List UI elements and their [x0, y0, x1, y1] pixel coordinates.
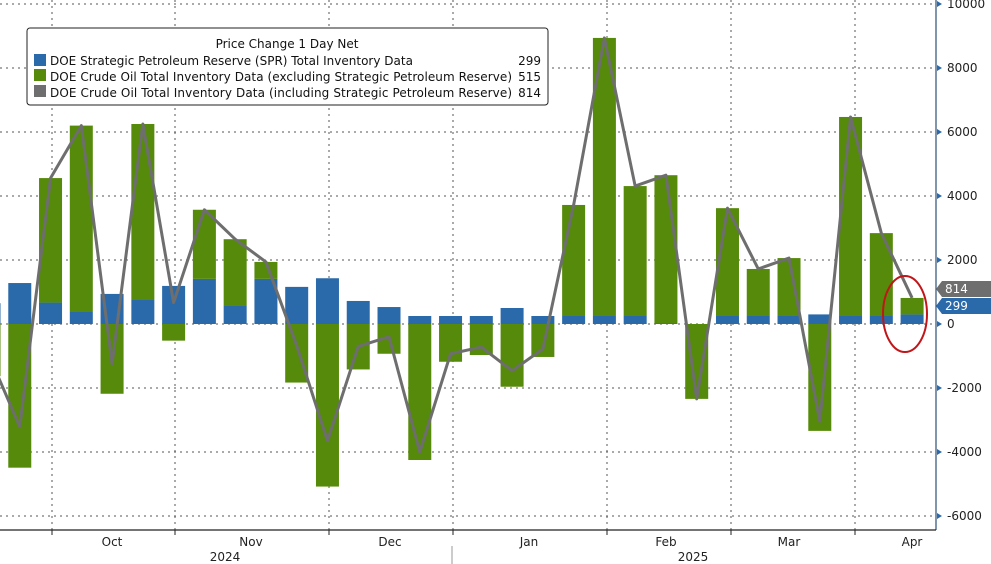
x-month-label: Oct: [102, 535, 123, 549]
bar-spr: [900, 314, 924, 324]
bar-crude-ex-spr: [8, 324, 32, 468]
x-month-label: Apr: [902, 535, 923, 549]
x-month-label: Mar: [778, 535, 801, 549]
y-tick-label: 8000: [947, 61, 978, 75]
bar-crude-ex-spr: [192, 209, 216, 279]
bar-spr: [777, 316, 801, 324]
x-month-label: Jan: [519, 535, 539, 549]
bar-crude-ex-spr: [562, 204, 586, 316]
legend-swatch-spr: [34, 54, 46, 66]
bar-crude-ex-spr: [223, 239, 247, 306]
callout-total-value: 814: [945, 282, 968, 296]
bar-spr: [162, 285, 186, 324]
bar-crude-ex-spr: [408, 324, 432, 460]
bar-crude-ex-spr: [900, 297, 924, 315]
legend-title: Price Change 1 Day Net: [216, 37, 359, 51]
bar-crude-ex-spr: [500, 324, 524, 387]
legend: Price Change 1 Day Net DOE Strategic Pet…: [26, 27, 549, 106]
bar-crude-ex-spr: [315, 324, 339, 487]
y-tick-label: 0: [947, 317, 955, 331]
bar-crude-ex-spr: [531, 324, 555, 357]
y-tick-label: 4000: [947, 189, 978, 203]
bar-spr: [69, 312, 93, 324]
y-tick-marker: [937, 65, 942, 71]
x-month-label: Feb: [655, 535, 676, 549]
y-tick-marker: [937, 449, 942, 455]
callout-total: 814: [936, 281, 991, 297]
bar-spr: [562, 316, 586, 324]
y-axis-ticks: 10000 8000 6000 4000 2000 0 -2000 -4000 -6000: [937, 0, 985, 523]
bar-crude-ex-spr: [162, 324, 186, 341]
bar-spr: [839, 316, 863, 324]
bar-spr: [715, 316, 739, 324]
bar-spr: [469, 316, 493, 324]
x-year-label: 2025: [678, 550, 709, 564]
bar-crude-ex-spr: [469, 324, 493, 356]
y-tick-label: 2000: [947, 253, 978, 267]
bar-spr: [223, 305, 247, 324]
bar-spr: [746, 316, 770, 324]
y-tick-marker: [937, 129, 942, 135]
bar-spr: [869, 316, 893, 324]
bar-spr: [408, 316, 432, 324]
x-axis-ticks: Oct Nov Dec Jan Feb Mar Apr 2024 2025: [51, 530, 923, 564]
bar-spr: [654, 323, 678, 324]
y-tick-marker: [937, 1, 942, 7]
bar-spr: [377, 307, 401, 324]
callout-spr: 299: [936, 298, 991, 314]
y-tick-marker: [937, 513, 942, 519]
bar-crude-ex-spr: [746, 268, 770, 316]
bar-crude-ex-spr: [0, 324, 1, 377]
bar-spr: [439, 316, 463, 324]
legend-value-crude-ex: 515: [518, 70, 541, 84]
bar-crude-ex-spr: [39, 178, 63, 303]
legend-value-spr: 299: [518, 54, 541, 68]
y-tick-label: 6000: [947, 125, 978, 139]
bar-spr: [0, 303, 1, 324]
legend-label-crude-incl: DOE Crude Oil Total Inventory Data (incl…: [50, 86, 512, 100]
legend-label-crude-ex: DOE Crude Oil Total Inventory Data (excl…: [50, 70, 512, 84]
legend-swatch-crude-incl: [34, 85, 46, 97]
callout-spr-value: 299: [945, 299, 968, 313]
x-year-label: 2024: [210, 550, 241, 564]
bar-crude-ex-spr: [654, 175, 678, 324]
bar-crude-ex-spr: [869, 233, 893, 316]
y-tick-label: -4000: [947, 445, 982, 459]
bar-crude-ex-spr: [623, 186, 647, 316]
bar-crude-ex-spr: [777, 258, 801, 316]
bar-spr: [192, 278, 216, 324]
bar-spr: [39, 302, 63, 324]
y-tick-marker: [937, 257, 942, 263]
y-tick-marker: [937, 385, 942, 391]
x-month-label: Dec: [378, 535, 401, 549]
bar-spr: [592, 316, 616, 324]
bar-spr: [131, 300, 155, 324]
highlight-circle: [882, 275, 928, 353]
bar-crude-ex-spr: [685, 324, 709, 399]
y-tick-label: 10000: [947, 0, 985, 11]
bar-spr: [315, 278, 339, 324]
legend-swatch-crude-ex: [34, 69, 46, 81]
bar-spr: [623, 316, 647, 324]
y-tick-marker: [937, 193, 942, 199]
total-line: [0, 36, 914, 454]
bar-spr: [8, 283, 32, 324]
bar-spr: [531, 316, 555, 324]
bar-spr: [346, 300, 370, 324]
y-tick-label: -2000: [947, 381, 982, 395]
bar-crude-ex-spr: [592, 37, 616, 317]
bar-spr: [808, 314, 832, 324]
bar-spr: [500, 308, 524, 324]
bar-spr: [285, 286, 309, 324]
x-month-label: Nov: [239, 535, 262, 549]
bar-spr: [254, 278, 278, 324]
bar-crude-ex-spr: [131, 124, 155, 300]
y-tick-label: -6000: [947, 509, 982, 523]
legend-label-spr: DOE Strategic Petroleum Reserve (SPR) To…: [50, 54, 413, 68]
bar-crude-ex-spr: [69, 125, 93, 312]
y-tick-marker: [937, 321, 942, 327]
legend-value-crude-incl: 814: [518, 86, 541, 100]
